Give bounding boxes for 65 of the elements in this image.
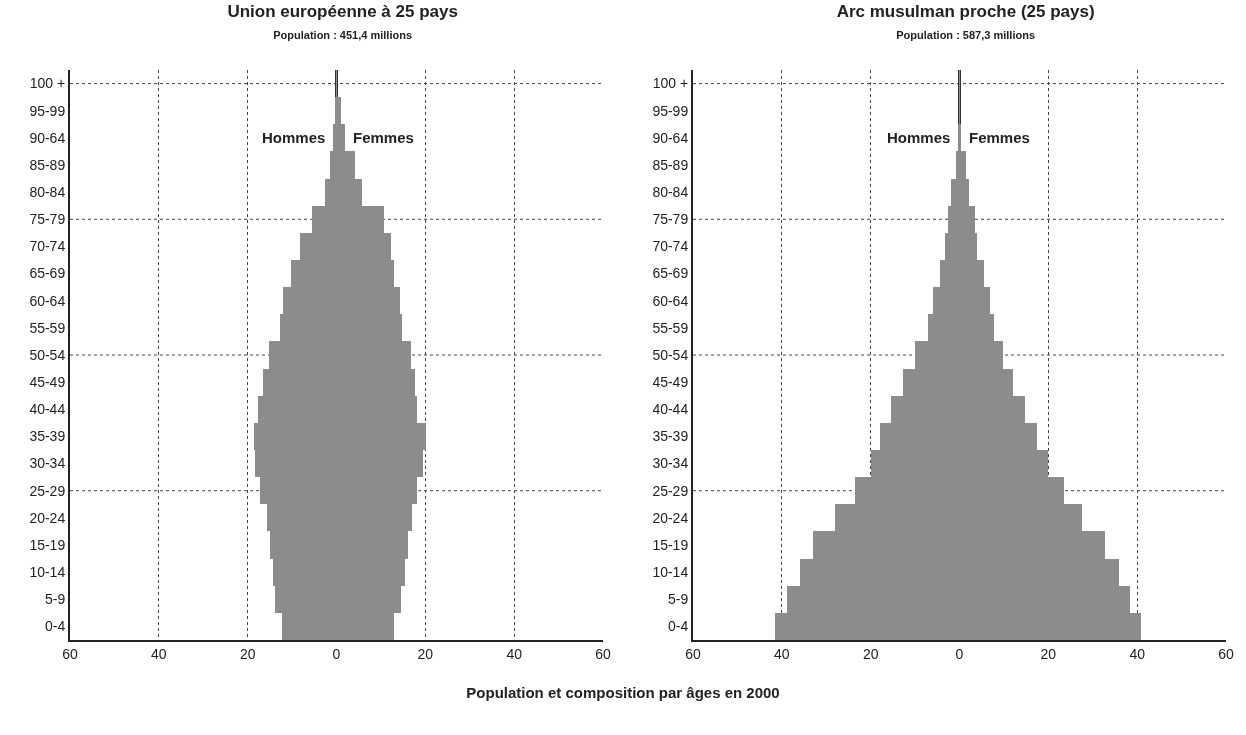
y-tick-label: 15-19 — [652, 536, 689, 553]
y-tick-label: 100 + — [29, 75, 66, 92]
y-tick-label: 10-14 — [29, 564, 66, 581]
y-tick-label: 55-59 — [29, 319, 66, 336]
x-tick-label: 20 — [239, 645, 256, 662]
x-tick-label: 0 — [332, 645, 341, 662]
x-tick-label: 20 — [417, 645, 434, 662]
y-tick-label: 25-29 — [652, 482, 689, 499]
x-tick-label: 40 — [506, 645, 523, 662]
y-tick-label: 40-44 — [29, 401, 66, 418]
x-tick-label: 60 — [685, 645, 701, 662]
y-tick-label: 0-4 — [44, 618, 66, 635]
y-tick-label: 70-74 — [29, 238, 66, 255]
y-tick-label: 0-4 — [667, 618, 689, 635]
y-tick-label: 90-64 — [652, 129, 689, 146]
y-tick-label: 75-79 — [29, 211, 66, 228]
y-tick-label: 5-9 — [667, 591, 689, 608]
y-tick-label: 55-59 — [652, 319, 689, 336]
y-tick-label: 60-64 — [652, 292, 689, 309]
y-tick-label: 50-54 — [29, 346, 66, 363]
chart-subtitle: Population : 587,3 millions — [896, 29, 1036, 42]
y-tick-label: 40-44 — [652, 401, 689, 418]
chart-title: Arc musulman proche (25 pays) — [836, 2, 1095, 21]
y-tick-label: 50-54 — [652, 346, 689, 363]
y-tick-label: 80-84 — [29, 184, 66, 201]
y-tick-label: 15-19 — [29, 536, 66, 553]
y-tick-label: 100 + — [652, 75, 689, 92]
y-tick-label: 90-64 — [29, 129, 66, 146]
y-tick-label: 20-24 — [652, 509, 689, 526]
y-tick-label: 65-69 — [652, 265, 689, 282]
x-tick-label: 0 — [955, 645, 964, 662]
y-tick-label: 45-49 — [652, 374, 689, 391]
x-tick-label: 20 — [1040, 645, 1057, 662]
x-tick-label: 40 — [1129, 645, 1146, 662]
x-tick-label: 60 — [62, 645, 78, 662]
y-tick-label: 35-39 — [29, 428, 66, 445]
y-tick-label: 30-34 — [652, 455, 689, 472]
x-tick-label: 40 — [151, 645, 167, 662]
y-tick-label: 10-14 — [652, 564, 689, 581]
y-tick-label: 85-89 — [29, 156, 66, 173]
x-tick-label: 20 — [862, 645, 879, 662]
chart-subtitle: Population : 451,4 millions — [273, 29, 413, 42]
series-label: Hommes — [887, 129, 951, 146]
y-tick-label: 35-39 — [652, 428, 689, 445]
y-tick-label: 60-64 — [29, 292, 66, 309]
y-tick-label: 5-9 — [44, 591, 66, 608]
y-tick-label: 75-79 — [652, 211, 689, 228]
x-tick-label: 60 — [595, 645, 611, 662]
y-tick-label: 30-34 — [29, 455, 66, 472]
series-label: Femmes — [969, 129, 1030, 146]
y-tick-label: 95-99 — [29, 102, 66, 119]
y-tick-label: 25-29 — [29, 482, 66, 499]
series-label: Hommes — [262, 129, 326, 146]
x-tick-label: 40 — [774, 645, 790, 662]
series-label: Femmes — [353, 129, 414, 146]
y-tick-label: 65-69 — [29, 265, 66, 282]
text: Population et composition par âges en 2000 — [465, 684, 781, 701]
y-tick-label: 80-84 — [652, 184, 689, 201]
chart-title: Union européenne à 25 pays — [227, 2, 458, 21]
y-tick-label: 85-89 — [652, 156, 689, 173]
y-tick-label: 45-49 — [29, 374, 66, 391]
x-tick-label: 60 — [1218, 645, 1234, 662]
y-tick-label: 70-74 — [652, 238, 689, 255]
y-tick-label: 20-24 — [29, 509, 66, 526]
y-tick-label: 95-99 — [652, 102, 689, 119]
